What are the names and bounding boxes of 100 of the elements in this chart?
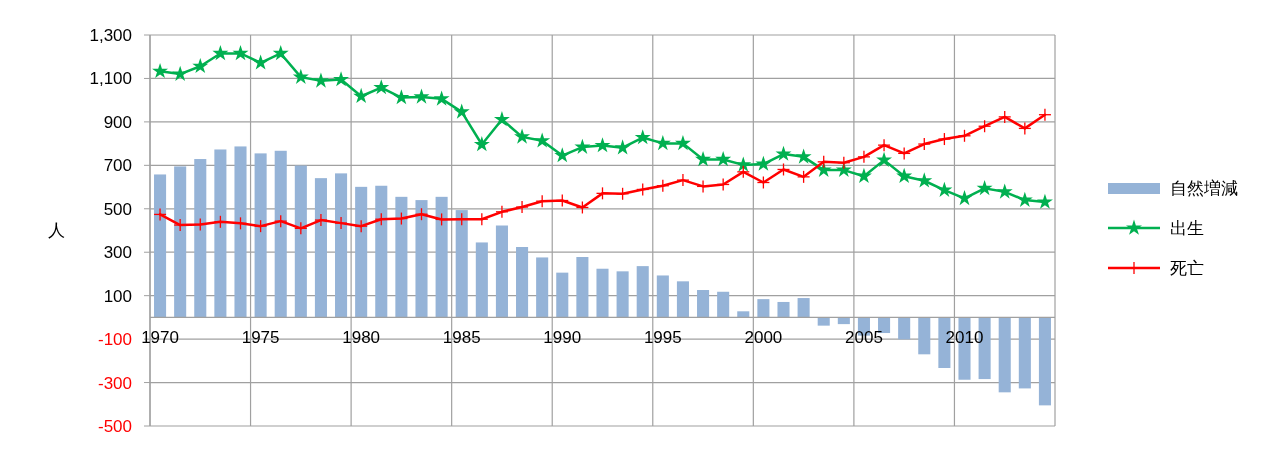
y-tick-label: -100 bbox=[97, 330, 132, 350]
point bbox=[916, 172, 933, 188]
bar bbox=[757, 299, 770, 318]
legend-label: 出生 bbox=[1170, 218, 1204, 238]
x-tick-label: 1985 bbox=[442, 328, 481, 348]
bar bbox=[516, 247, 529, 318]
bar bbox=[616, 271, 629, 318]
point bbox=[654, 134, 671, 151]
bar bbox=[194, 159, 207, 318]
y-axis-title: 人 bbox=[47, 221, 65, 241]
point bbox=[212, 45, 229, 61]
bar bbox=[596, 268, 609, 318]
bar bbox=[576, 257, 589, 318]
point bbox=[353, 87, 370, 104]
bar bbox=[556, 272, 569, 318]
point bbox=[614, 139, 631, 155]
y-tick-label: 700 bbox=[103, 156, 132, 176]
point bbox=[1016, 191, 1033, 207]
bar bbox=[636, 266, 649, 318]
x-tick-label: 2000 bbox=[744, 328, 783, 348]
point bbox=[996, 183, 1013, 199]
y-tick-label: -300 bbox=[97, 373, 132, 393]
bar bbox=[355, 186, 368, 318]
bar bbox=[314, 178, 327, 318]
bar bbox=[495, 225, 508, 318]
point bbox=[936, 181, 953, 197]
y-tick-label: 1,100 bbox=[89, 69, 132, 89]
x-tick-label: 1995 bbox=[643, 328, 682, 348]
bar bbox=[174, 166, 187, 318]
point bbox=[312, 72, 329, 88]
bar bbox=[898, 317, 911, 340]
point bbox=[775, 145, 792, 161]
bar bbox=[455, 210, 468, 318]
point bbox=[674, 134, 691, 151]
legend-label: 自然増減 bbox=[1170, 178, 1238, 198]
point bbox=[896, 167, 913, 183]
point bbox=[594, 137, 611, 153]
bar bbox=[395, 196, 408, 318]
point bbox=[413, 88, 430, 104]
bar bbox=[717, 291, 730, 318]
bar bbox=[918, 317, 931, 355]
point bbox=[272, 45, 289, 61]
point bbox=[172, 65, 189, 81]
point bbox=[192, 57, 209, 74]
bar bbox=[254, 153, 267, 318]
bar bbox=[435, 196, 448, 318]
point bbox=[373, 79, 390, 95]
point bbox=[976, 179, 993, 196]
bar bbox=[475, 242, 488, 318]
bar bbox=[274, 150, 287, 318]
bar bbox=[797, 298, 810, 318]
point bbox=[152, 62, 169, 79]
bar bbox=[294, 165, 307, 318]
y-tick-label: 100 bbox=[103, 286, 132, 306]
x-tick-label: 2010 bbox=[945, 328, 984, 348]
point bbox=[514, 128, 531, 144]
point bbox=[433, 90, 450, 106]
point bbox=[252, 54, 269, 70]
point bbox=[554, 147, 571, 163]
bar bbox=[777, 301, 790, 318]
point bbox=[232, 45, 249, 61]
bar bbox=[234, 146, 247, 318]
point bbox=[795, 148, 812, 164]
point bbox=[876, 151, 893, 167]
bar bbox=[697, 290, 710, 318]
bar bbox=[375, 185, 388, 318]
point bbox=[634, 129, 651, 145]
point bbox=[755, 155, 772, 171]
point bbox=[815, 161, 832, 177]
y-tick-label: 500 bbox=[103, 199, 132, 219]
point bbox=[453, 103, 470, 119]
y-tick-label: -500 bbox=[97, 416, 132, 436]
bar bbox=[415, 200, 428, 318]
point bbox=[393, 89, 410, 105]
point bbox=[1036, 193, 1053, 209]
point bbox=[956, 189, 973, 206]
legend-label: 死亡 bbox=[1170, 258, 1204, 278]
point bbox=[292, 68, 309, 84]
x-tick-label: 2005 bbox=[845, 328, 883, 348]
point bbox=[574, 138, 591, 154]
bar bbox=[998, 317, 1011, 393]
point bbox=[534, 132, 551, 148]
point bbox=[715, 151, 732, 167]
bar bbox=[1018, 317, 1031, 389]
x-tick-label: 1990 bbox=[543, 328, 582, 348]
bar bbox=[656, 275, 669, 318]
bar bbox=[737, 311, 750, 318]
x-tick-label: 1975 bbox=[241, 328, 280, 348]
bar bbox=[676, 281, 689, 318]
point bbox=[735, 156, 752, 172]
bar bbox=[1038, 317, 1051, 406]
y-tick-label: 300 bbox=[103, 243, 132, 263]
bar bbox=[335, 173, 348, 318]
y-tick-label: 1,300 bbox=[89, 25, 132, 45]
bar bbox=[214, 149, 227, 318]
y-tick-label: 900 bbox=[103, 112, 132, 132]
point bbox=[695, 151, 712, 167]
point bbox=[333, 71, 350, 87]
bar bbox=[154, 174, 167, 318]
x-tick-label: 1980 bbox=[342, 328, 381, 348]
